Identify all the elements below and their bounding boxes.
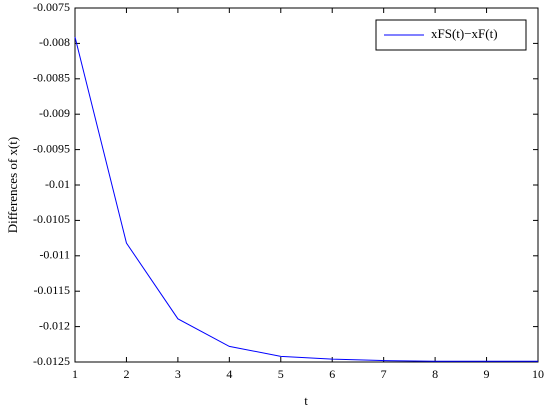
y-tick-label: -0.0095 [33, 141, 70, 155]
y-tick-label: -0.008 [39, 35, 70, 49]
x-tick-label: 5 [278, 367, 284, 381]
line [74, 36, 538, 362]
x-tick-label: 4 [226, 367, 232, 381]
x-axis-label: t [304, 393, 308, 408]
x-tick-label: 9 [484, 367, 490, 381]
legend-label: xFS(t)−xF(t) [431, 26, 498, 41]
x-tick-label: 3 [175, 367, 181, 381]
y-tick-label: -0.0115 [33, 283, 70, 297]
x-tick-label: 6 [329, 367, 335, 381]
x-tick-label: 10 [532, 367, 544, 381]
y-tick-label: -0.0075 [33, 0, 70, 14]
y-tick-label: -0.0085 [33, 71, 70, 85]
x-tick-label: 2 [123, 367, 129, 381]
y-tick-label: -0.009 [39, 106, 70, 120]
plot-area [74, 7, 539, 363]
y-tick-label: -0.011 [39, 248, 70, 262]
y-tick-label: -0.012 [39, 318, 70, 332]
x-tick-label: 7 [381, 367, 387, 381]
y-tick-label: -0.01 [45, 177, 70, 191]
x-tick-label: 1 [72, 367, 78, 381]
y-tick-label: -0.0125 [33, 354, 70, 368]
y-tick-label: -0.0105 [33, 212, 70, 226]
x-tick-label: 8 [432, 367, 438, 381]
y-axis-label: Differences of x(t) [5, 137, 20, 234]
